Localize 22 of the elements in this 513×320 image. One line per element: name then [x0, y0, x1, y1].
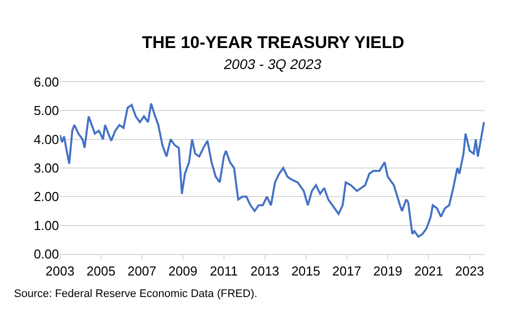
y-tick-label: 6.00 [34, 74, 59, 90]
x-tick-label: 2007 [127, 264, 156, 279]
y-tick-label: 4.00 [34, 132, 59, 147]
x-tick-label: 2003 [46, 264, 74, 279]
x-tick-label: 2005 [86, 264, 116, 279]
x-tick-label: 2019 [373, 264, 402, 279]
x-tick-label: 2023 [455, 264, 484, 279]
chart-title: THE 10-YEAR TREASURY YIELD [142, 33, 404, 52]
y-tick-label: 5.00 [34, 103, 59, 118]
y-tick-label: 2.00 [34, 189, 59, 204]
y-tick-label: 3.00 [34, 160, 59, 176]
x-tick-label: 2013 [250, 264, 280, 279]
x-tick-label: 2017 [332, 264, 362, 279]
source-note: Source: Federal Reserve Economic Data (FRED). [14, 288, 258, 300]
y-tick-label: 1.00 [34, 218, 59, 233]
chart-subtitle: 2003 - 3Q 2023 [223, 56, 322, 72]
x-tick-label: 2009 [168, 264, 198, 279]
x-tick-label: 2015 [291, 264, 320, 279]
x-tick-label: 2011 [210, 264, 238, 279]
x-tick-label: 2021 [414, 264, 444, 279]
y-tick-label: 0.00 [34, 246, 59, 262]
line-series [60, 102, 485, 238]
